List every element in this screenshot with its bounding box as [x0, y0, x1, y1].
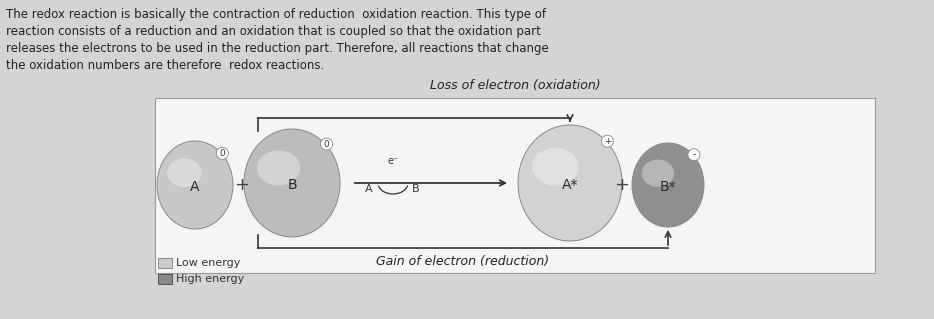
- Ellipse shape: [244, 129, 340, 237]
- Text: 0: 0: [219, 149, 225, 158]
- Text: the oxidation numbers are therefore  redox reactions.: the oxidation numbers are therefore redo…: [6, 59, 324, 72]
- Ellipse shape: [157, 141, 233, 229]
- Text: Low energy: Low energy: [176, 258, 240, 268]
- Text: Loss of electron (oxidation): Loss of electron (oxidation): [430, 79, 601, 92]
- Ellipse shape: [688, 149, 700, 161]
- Text: +: +: [603, 137, 611, 146]
- Ellipse shape: [167, 158, 202, 187]
- Text: e⁻: e⁻: [388, 156, 399, 166]
- Ellipse shape: [601, 135, 614, 147]
- Text: reaction consists of a reduction and an oxidation that is coupled so that the ox: reaction consists of a reduction and an …: [6, 25, 541, 38]
- Bar: [158, 258, 172, 268]
- Text: B*: B*: [659, 180, 676, 194]
- Text: A: A: [191, 180, 200, 194]
- Text: +: +: [234, 176, 249, 194]
- Text: releases the electrons to be used in the reduction part. Therefore, all reaction: releases the electrons to be used in the…: [6, 42, 549, 55]
- Text: High energy: High energy: [176, 274, 245, 284]
- Ellipse shape: [642, 160, 674, 187]
- Text: B: B: [287, 178, 297, 192]
- Text: -: -: [692, 150, 696, 159]
- Ellipse shape: [632, 143, 704, 227]
- Bar: [155, 98, 875, 273]
- Ellipse shape: [257, 150, 300, 185]
- Text: Gain of electron (reduction): Gain of electron (reduction): [376, 255, 549, 268]
- Text: B: B: [412, 184, 419, 194]
- Text: A*: A*: [561, 178, 578, 192]
- Ellipse shape: [518, 125, 622, 241]
- Text: The redox reaction is basically the contraction of reduction  oxidation reaction: The redox reaction is basically the cont…: [6, 8, 546, 21]
- Text: A: A: [365, 184, 373, 194]
- Bar: [158, 274, 172, 284]
- Ellipse shape: [217, 147, 228, 159]
- Ellipse shape: [532, 148, 579, 186]
- Ellipse shape: [320, 138, 333, 150]
- Text: +: +: [615, 176, 630, 194]
- Text: 0: 0: [324, 140, 330, 149]
